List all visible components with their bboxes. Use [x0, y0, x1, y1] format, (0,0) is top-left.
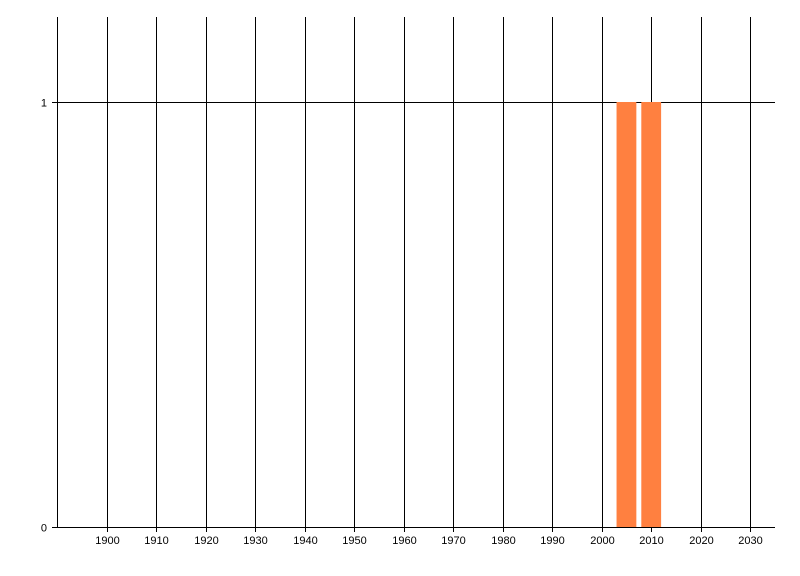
- x-tick-label: 2030: [738, 535, 762, 547]
- x-tick-label: 1970: [441, 535, 465, 547]
- y-tick-label: 1: [41, 98, 47, 110]
- x-tick-label: 2010: [639, 535, 663, 547]
- bar: [616, 102, 637, 527]
- x-tick-label: 1980: [491, 535, 515, 547]
- x-tick-label: 1930: [243, 535, 267, 547]
- x-tick-label: 1990: [540, 535, 564, 547]
- x-tick-label: 1960: [392, 535, 416, 547]
- x-tick-label: 1940: [293, 535, 317, 547]
- x-tick-label: 1910: [144, 535, 168, 547]
- y-tick-label: 0: [41, 523, 47, 535]
- x-tick-label: 1900: [95, 535, 119, 547]
- x-tick-label: 2000: [590, 535, 614, 547]
- x-tick-label: 1950: [342, 535, 366, 547]
- x-tick-label: 2020: [689, 535, 713, 547]
- x-tick-label: 1920: [194, 535, 218, 547]
- bar: [641, 102, 662, 527]
